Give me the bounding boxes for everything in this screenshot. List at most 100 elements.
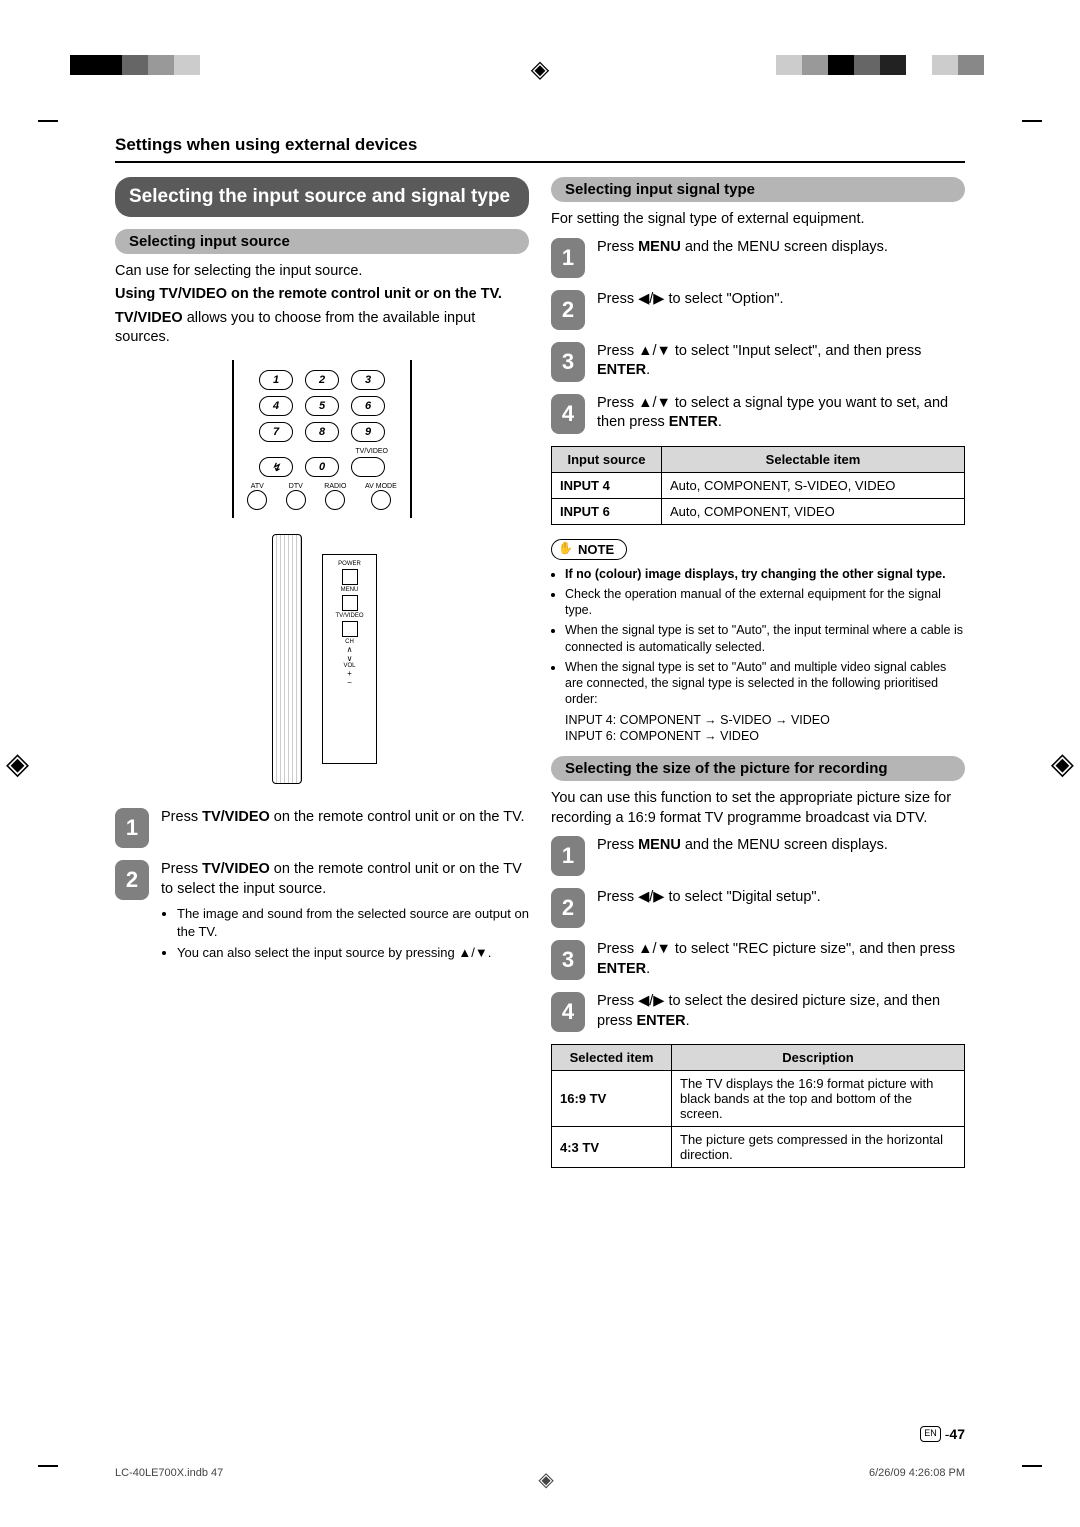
note-list: If no (colour) image displays, try chang… (551, 566, 965, 708)
registration-center-icon: ◈ (531, 55, 549, 84)
step-text: Press ◀/▶ to select "Digital setup". (597, 888, 965, 908)
remote-mode-circle-icon (247, 490, 267, 510)
step-text: Press MENU and the MENU screen displays. (597, 238, 965, 258)
subheading: Selecting the size of the picture for re… (551, 756, 965, 781)
remote-mode-circle-icon (325, 490, 345, 510)
left-column: Selecting the input source and signal ty… (115, 177, 529, 1168)
table-header-cell: Selectable item (662, 446, 965, 472)
lang-badge: EN (920, 1426, 941, 1442)
remote-row: ↯ 0 (238, 457, 406, 477)
remote-key-flash-icon: ↯ (259, 457, 293, 477)
remote-control-diagram: 123456789 TV/VIDEO ↯ 0 ATVDTVRADIOAV MOD… (232, 360, 412, 518)
step-list: 1 Press MENU and the MENU screen displays… (551, 238, 965, 434)
table-cell: Auto, COMPONENT, S-VIDEO, VIDEO (662, 472, 965, 498)
input-source-table: Input sourceSelectable itemINPUT 4Auto, … (551, 446, 965, 525)
body-text-bold: Using TV/VIDEO on the remote control uni… (115, 285, 529, 305)
table-row: 4:3 TVThe picture gets compressed in the… (552, 1127, 965, 1168)
table-row: INPUT 6Auto, COMPONENT, VIDEO (552, 498, 965, 524)
crop-mark (1022, 1465, 1042, 1467)
page-footer: EN - 47 (115, 1426, 965, 1442)
step: 2 Press ◀/▶ to select "Digital setup". (551, 888, 965, 928)
remote-key-blank (351, 457, 385, 477)
tv-button-label: MENU (327, 587, 372, 593)
remote-mode: DTV (286, 483, 306, 512)
table-cell: Auto, COMPONENT, VIDEO (662, 498, 965, 524)
step-number: 2 (551, 290, 585, 330)
registration-side-right-icon: ◈ (1051, 746, 1074, 781)
remote-tiny-label: TV/VIDEO (238, 448, 406, 455)
remote-mode-row: ATV DTV RADIO AV MODE (238, 483, 406, 512)
step-bullet-list: The image and sound from the selected so… (161, 905, 529, 962)
remote-key: 3 (351, 370, 385, 390)
tv-button-icon (342, 569, 358, 585)
table-header-cell: Selected item (552, 1045, 672, 1071)
remote-mode-circle-icon (371, 490, 391, 510)
reg-center-bottom-icon: ◈ (538, 1467, 553, 1492)
step-text: Press ◀/▶ to select the desired picture … (597, 992, 965, 1031)
tv-side-diagram: POWERMENUTV/VIDEOCH∧∨VOL+− (242, 534, 402, 794)
note-item: When the signal type is set to "Auto" an… (565, 659, 965, 708)
crop-mark (38, 120, 58, 122)
step: 4 Press ▲/▼ to select a signal type you w… (551, 394, 965, 434)
note-item: If no (colour) image displays, try chang… (565, 566, 965, 582)
step-number: 4 (551, 394, 585, 434)
print-file: LC-40LE700X.indb 47 (115, 1467, 223, 1492)
step: 1Press MENU and the MENU screen displays… (551, 836, 965, 876)
reg-strip-right (750, 55, 1010, 75)
picture-size-table: Selected itemDescription16:9 TVThe TV di… (551, 1044, 965, 1168)
step-number: 2 (115, 860, 149, 900)
body-text: TV/VIDEO allows you to choose from the a… (115, 309, 529, 348)
note-subline: INPUT 4: COMPONENT → S-VIDEO → VIDEO (565, 712, 965, 728)
two-column-layout: Selecting the input source and signal ty… (115, 177, 965, 1168)
remote-key: 7 (259, 422, 293, 442)
remote-mode-label: RADIO (324, 483, 346, 490)
step-text: Press ▲/▼ to select "Input select", and … (597, 342, 965, 381)
registration-top: ◈ (0, 55, 1080, 85)
step-number: 4 (551, 992, 585, 1032)
table-header-row: Input sourceSelectable item (552, 446, 965, 472)
table-cell: The TV displays the 16:9 format picture … (672, 1071, 965, 1127)
table-row: INPUT 4Auto, COMPONENT, S-VIDEO, VIDEO (552, 472, 965, 498)
body-text: Can use for selecting the input source. (115, 262, 529, 282)
step: 3 Press ▲/▼ to select "REC picture size",… (551, 940, 965, 980)
step-text: Press ▲/▼ to select a signal type you wa… (597, 394, 965, 433)
note-item: Check the operation manual of the extern… (565, 586, 965, 619)
remote-mode-circle-icon (286, 490, 306, 510)
tv-button-icon (342, 595, 358, 611)
table-cell: 4:3 TV (552, 1127, 672, 1168)
table-cell: INPUT 4 (552, 472, 662, 498)
print-timestamp: 6/26/09 4:26:08 PM (869, 1467, 965, 1492)
note-subline: INPUT 6: COMPONENT → VIDEO (565, 728, 965, 744)
tv-side-panel: POWERMENUTV/VIDEOCH∧∨VOL+− (322, 554, 377, 764)
note-item: When the signal type is set to "Auto", t… (565, 622, 965, 655)
remote-key: 8 (305, 422, 339, 442)
crop-mark (38, 1465, 58, 1467)
table-row: 16:9 TVThe TV displays the 16:9 format p… (552, 1071, 965, 1127)
step-bullet: You can also select the input source by … (177, 944, 529, 962)
remote-row: 456 (238, 396, 406, 416)
remote-mode: AV MODE (365, 483, 397, 512)
remote-mode: RADIO (324, 483, 346, 512)
step-number: 1 (115, 808, 149, 848)
step-number: 3 (551, 342, 585, 382)
step-number: 3 (551, 940, 585, 980)
table-cell: 16:9 TV (552, 1071, 672, 1127)
step-bullet: The image and sound from the selected so… (177, 905, 529, 940)
step-text: Press ▲/▼ to select "REC picture size", … (597, 940, 965, 979)
crop-mark (1022, 120, 1042, 122)
remote-key: 9 (351, 422, 385, 442)
subheading: Selecting input source (115, 229, 529, 254)
table-header-cell: Description (672, 1045, 965, 1071)
step-number: 2 (551, 888, 585, 928)
table-cell: INPUT 6 (552, 498, 662, 524)
remote-key: 4 (259, 396, 293, 416)
step: 1Press TV/VIDEO on the remote control un… (115, 808, 529, 848)
table-cell: The picture gets compressed in the horiz… (672, 1127, 965, 1168)
remote-mode: ATV (247, 483, 267, 512)
body-text: You can use this function to set the app… (551, 789, 965, 828)
remote-mode-label: ATV (247, 483, 267, 490)
step-number: 1 (551, 238, 585, 278)
term: TV/VIDEO (115, 310, 183, 326)
table-header-row: Selected itemDescription (552, 1045, 965, 1071)
remote-key: 1 (259, 370, 293, 390)
